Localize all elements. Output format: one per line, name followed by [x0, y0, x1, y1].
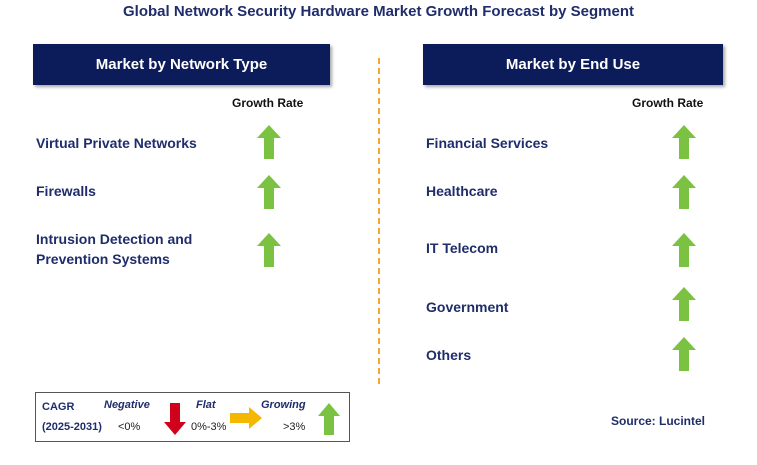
panel-divider	[378, 58, 380, 384]
growing-arrow-icon	[672, 287, 696, 321]
growing-arrow-icon	[257, 233, 281, 267]
page-title: Global Network Security Hardware Market …	[123, 3, 634, 20]
cagr-legend: CAGR (2025-2031) Negative <0% Flat 0%-3%…	[35, 392, 350, 442]
flat-arrow-icon	[230, 407, 262, 429]
end-use-item-label: Healthcare	[426, 183, 498, 199]
end-use-item-label: Financial Services	[426, 135, 549, 151]
growing-arrow-icon	[257, 125, 281, 159]
legend-negative-range: <0%	[118, 421, 141, 433]
legend-growing-range: >3%	[283, 421, 306, 433]
growing-arrow-icon	[257, 175, 281, 209]
legend-period: (2025-2031)	[42, 421, 102, 433]
growing-arrow-icon	[672, 337, 696, 371]
negative-arrow-icon	[164, 403, 186, 435]
end-use-item-label: IT Telecom	[426, 240, 499, 256]
growing-arrow-icon	[672, 125, 696, 159]
end-use-item-label: Government	[426, 299, 509, 315]
network-type-growth-rate-label: Growth Rate	[232, 96, 304, 110]
growing-arrow-icon	[672, 175, 696, 209]
end-use-item-label: Others	[426, 347, 472, 363]
end-use-growth-rate-label: Growth Rate	[632, 96, 704, 110]
legend-flat-label: Flat	[196, 399, 216, 411]
network-type-item-label: Intrusion Detection and	[36, 231, 193, 247]
end-use-header: Market by End Use	[423, 44, 723, 85]
growing-arrow-icon	[318, 403, 340, 435]
legend-cagr-label: CAGR	[42, 401, 75, 413]
network-type-item-label: Firewalls	[36, 183, 96, 199]
network-type-item-label-line2: Prevention Systems	[36, 251, 170, 267]
source-note: Source: Lucintel	[611, 414, 706, 428]
legend-negative-label: Negative	[104, 399, 150, 411]
legend-flat-range: 0%-3%	[191, 421, 227, 433]
network-type-item-label: Virtual Private Networks	[36, 135, 197, 151]
growing-arrow-icon	[672, 233, 696, 267]
network-type-header: Market by Network Type	[33, 44, 330, 85]
legend-growing-label: Growing	[261, 399, 306, 411]
